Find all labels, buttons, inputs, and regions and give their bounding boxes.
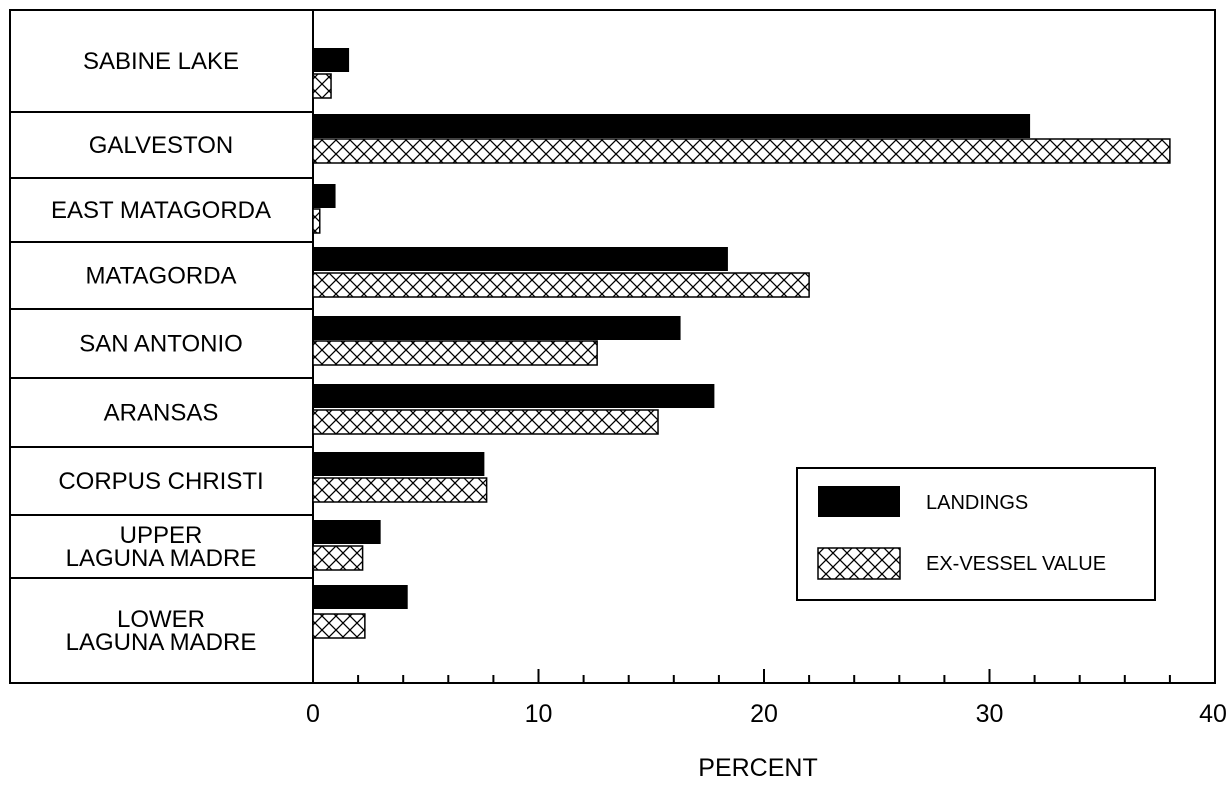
category-labels: SABINE LAKE GALVESTON EAST MATAGORDA MATAGO… [51,48,271,656]
category-label: EAST MATAGORDA [51,197,271,224]
bars [312,48,1171,639]
category-label: LAGUNA MADRE [66,629,257,656]
category-label: CORPUS CHRISTI [58,468,263,495]
bar-ex-vessel-value [312,340,598,366]
bar-landings [313,585,408,609]
bar-ex-vessel-value [312,613,366,639]
category-label: UPPER [120,522,203,549]
bar-landings [313,48,350,72]
category-label: SAN ANTONIO [79,331,243,358]
bar-ex-vessel-value [312,477,488,503]
bar-landings [313,247,728,271]
category-label: ARANSAS [104,400,219,427]
bar-landings [313,184,336,208]
category-label: LOWER [117,606,205,633]
bar-landings [313,114,1031,138]
category-label: SABINE LAKE [83,48,239,75]
legend-swatch-landings [818,486,900,517]
bar-landings [313,316,681,340]
legend-label-landings: LANDINGS [926,492,1028,514]
x-axis-tick-labels: 0 10 20 30 40 [306,700,1227,728]
x-axis-ticks [312,669,1216,683]
category-label: LAGUNA MADRE [66,545,257,572]
row-separators [10,111,313,579]
bar-ex-vessel-value [312,545,364,571]
bar-landings [313,384,715,408]
bar-ex-vessel-value [312,409,659,435]
x-tick-label: 0 [306,700,320,728]
x-tick-label: 30 [976,700,1004,728]
legend-swatch-ex-vessel-value [817,547,901,580]
x-tick-label: 10 [525,700,553,728]
category-label: GALVESTON [89,132,234,159]
x-tick-label: 40 [1199,700,1227,728]
bar-ex-vessel-value [312,208,321,234]
x-tick-label: 20 [750,700,778,728]
bar-landings [313,520,381,544]
bar-ex-vessel-value [312,138,1171,164]
bar-ex-vessel-value [312,73,332,99]
x-axis-label: PERCENT [698,754,817,782]
legend: LANDINGS EX-VESSEL VALUE [796,467,1156,601]
category-label: MATAGORDA [85,263,236,290]
legend-label-ex-vessel-value: EX-VESSEL VALUE [926,553,1106,575]
bar-ex-vessel-value [312,272,810,298]
bar-landings [313,452,485,476]
